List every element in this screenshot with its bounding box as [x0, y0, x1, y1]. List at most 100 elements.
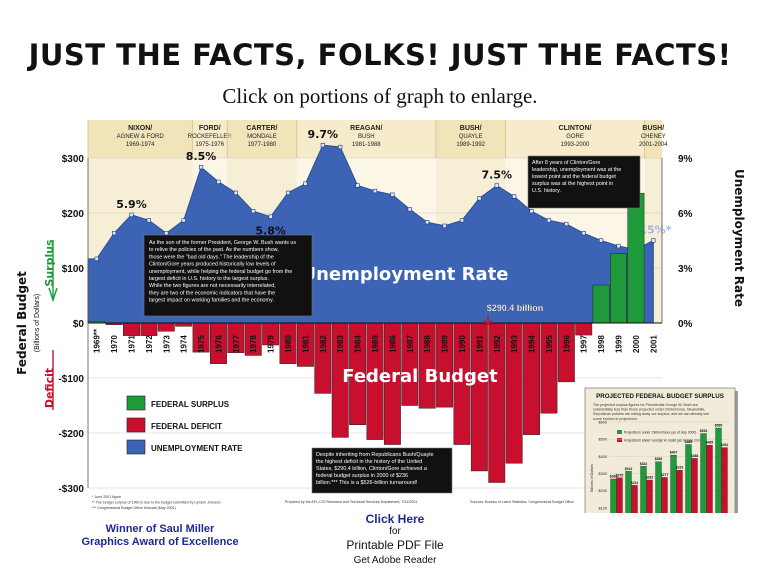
inset-bush-bar — [661, 477, 668, 513]
budget-unemployment-chart[interactable]: NIXON/AGNEW & FORD 1969-1974 FORD/ROCKEFEL… — [0, 118, 760, 513]
unemployment-point — [216, 179, 221, 184]
prepared-by: Prepared by the AFL-CIO Research and Tec… — [285, 500, 417, 504]
inset-value-label: $231 — [631, 481, 639, 485]
right-axis-tick: 0% — [678, 319, 693, 330]
unemployment-point — [285, 190, 291, 195]
year-label: 1981 — [301, 335, 310, 353]
year-label: 1995 — [545, 335, 554, 353]
unemployment-point — [477, 196, 482, 201]
inset-value-label: $565 — [715, 424, 723, 428]
unemployment-point — [564, 221, 569, 227]
inset-value-label: $319 — [676, 466, 684, 470]
administration-years: 1981-1988 — [352, 142, 381, 148]
year-label: 1991 — [475, 335, 484, 353]
unemployment-point — [372, 188, 378, 194]
legend-label: FEDERAL SURPLUS — [151, 400, 230, 409]
administration-name: FORD/ — [199, 125, 221, 132]
left-axis-tick: -$100 — [58, 374, 84, 385]
footnote: * June 2001 figure — [92, 495, 121, 499]
left-axis-title: Federal Budget — [15, 271, 29, 375]
unemployment-point — [251, 209, 256, 214]
unemployment-point — [581, 231, 586, 236]
unemployment-data-label: 8.5% — [186, 150, 217, 163]
inset-value-label: $277 — [661, 473, 669, 477]
callout-arrow-icon — [483, 315, 493, 325]
inset-clinton-bar — [610, 478, 617, 513]
administration-name: AGNEW & FORD — [117, 134, 165, 140]
surplus-bar — [592, 284, 610, 324]
inset-value-label: $369 — [655, 457, 663, 461]
year-label: 1974 — [180, 335, 189, 353]
year-label: 2000 — [632, 335, 641, 353]
for-text: for — [389, 526, 401, 537]
administration-years: 1977-1980 — [248, 142, 277, 148]
administration-name: CARTER/ — [246, 125, 277, 132]
inset-clinton-bar — [670, 454, 677, 513]
year-label: 1983 — [336, 335, 345, 353]
year-label: 1973 — [162, 335, 171, 353]
inset-bush-bar — [676, 470, 683, 513]
unemployment-data-label: 5.8% — [255, 225, 286, 238]
unemployment-point — [338, 144, 343, 150]
unemployment-point — [111, 231, 117, 236]
inset-clinton-bar — [655, 461, 662, 513]
unemployment-data-label: 9.7% — [308, 128, 339, 141]
pdf-file-text: Printable PDF File — [346, 538, 444, 552]
subhead: Click on portions of graph to enlarge. — [222, 84, 538, 108]
inset-value-label: $262 — [646, 476, 654, 480]
inset-value-label: $465 — [706, 441, 714, 445]
deficit-bar — [314, 322, 332, 394]
inset-value-label: $275 — [616, 473, 624, 477]
unemployment-point — [494, 183, 499, 188]
legend-label: UNEMPLOYMENT RATE — [151, 444, 243, 453]
unemployment-point — [303, 181, 308, 186]
unemployment-data-label: 7.5% — [481, 169, 512, 182]
administration-name: QUAYLE — [459, 134, 483, 140]
legend-swatch — [126, 417, 146, 433]
bush-note-text: As the son of the former President, Geor… — [149, 240, 296, 304]
left-axis-tick: -$300 — [58, 484, 84, 495]
year-label: 1997 — [580, 335, 589, 353]
year-label: 1998 — [597, 335, 606, 353]
deficit-bar — [123, 322, 140, 336]
administration-years: 1989-1992 — [456, 142, 485, 148]
inset-clinton-bar — [700, 433, 707, 513]
year-label: 1970 — [110, 335, 119, 353]
unemployment-point — [425, 220, 430, 225]
deficit-callout: $290.4 billion — [487, 303, 544, 313]
deficit-note-box — [311, 447, 453, 494]
unemployment-data-label: 5.9% — [116, 198, 147, 211]
year-label: 1985 — [371, 335, 380, 353]
clinton-note-text: After 8 years of Clinton/Gore leadership,… — [532, 160, 621, 194]
unemployment-point — [512, 194, 517, 199]
inset-clinton-bar — [625, 471, 632, 513]
inset-axis-tick: $400 — [599, 455, 607, 459]
left-axis-tick: $300 — [62, 154, 85, 165]
year-label: 1984 — [354, 335, 363, 353]
administration-years: 1975-1976 — [195, 142, 224, 148]
year-label: 1982 — [319, 335, 328, 353]
inset-axis-tick: $300 — [599, 472, 607, 476]
unemployment-point — [181, 218, 186, 223]
inset-value-label: $533 — [700, 429, 708, 433]
year-label: 1987 — [406, 335, 415, 353]
deficit-note-text: Despite inheriting from Republicans Bush… — [316, 452, 433, 486]
inset-value-label: $342 — [640, 462, 648, 466]
surplus-bar — [627, 192, 645, 324]
inset-ylabel: Billions of Dollars — [590, 464, 594, 492]
inset-legend-swatch — [617, 430, 622, 434]
sources: Sources: Bureau of Labor Statistics, Con… — [470, 500, 574, 504]
unemployment-point — [164, 231, 169, 236]
unemployment-point — [616, 243, 621, 249]
administration-years: 1969-1974 — [126, 142, 155, 148]
pdf-download-link[interactable]: Click Here — [365, 512, 425, 526]
adobe-reader-text: Get Adobe Reader — [353, 555, 437, 566]
legend-swatch — [126, 395, 146, 411]
year-label: 1999 — [615, 335, 624, 353]
unemployment-point — [94, 256, 99, 261]
legend-label: FEDERAL DEFICIT — [151, 422, 222, 431]
unemployment-point — [442, 223, 447, 228]
year-label: 1980 — [284, 335, 293, 353]
deficit-bar — [140, 322, 158, 336]
left-axis-tick: $200 — [62, 209, 85, 220]
